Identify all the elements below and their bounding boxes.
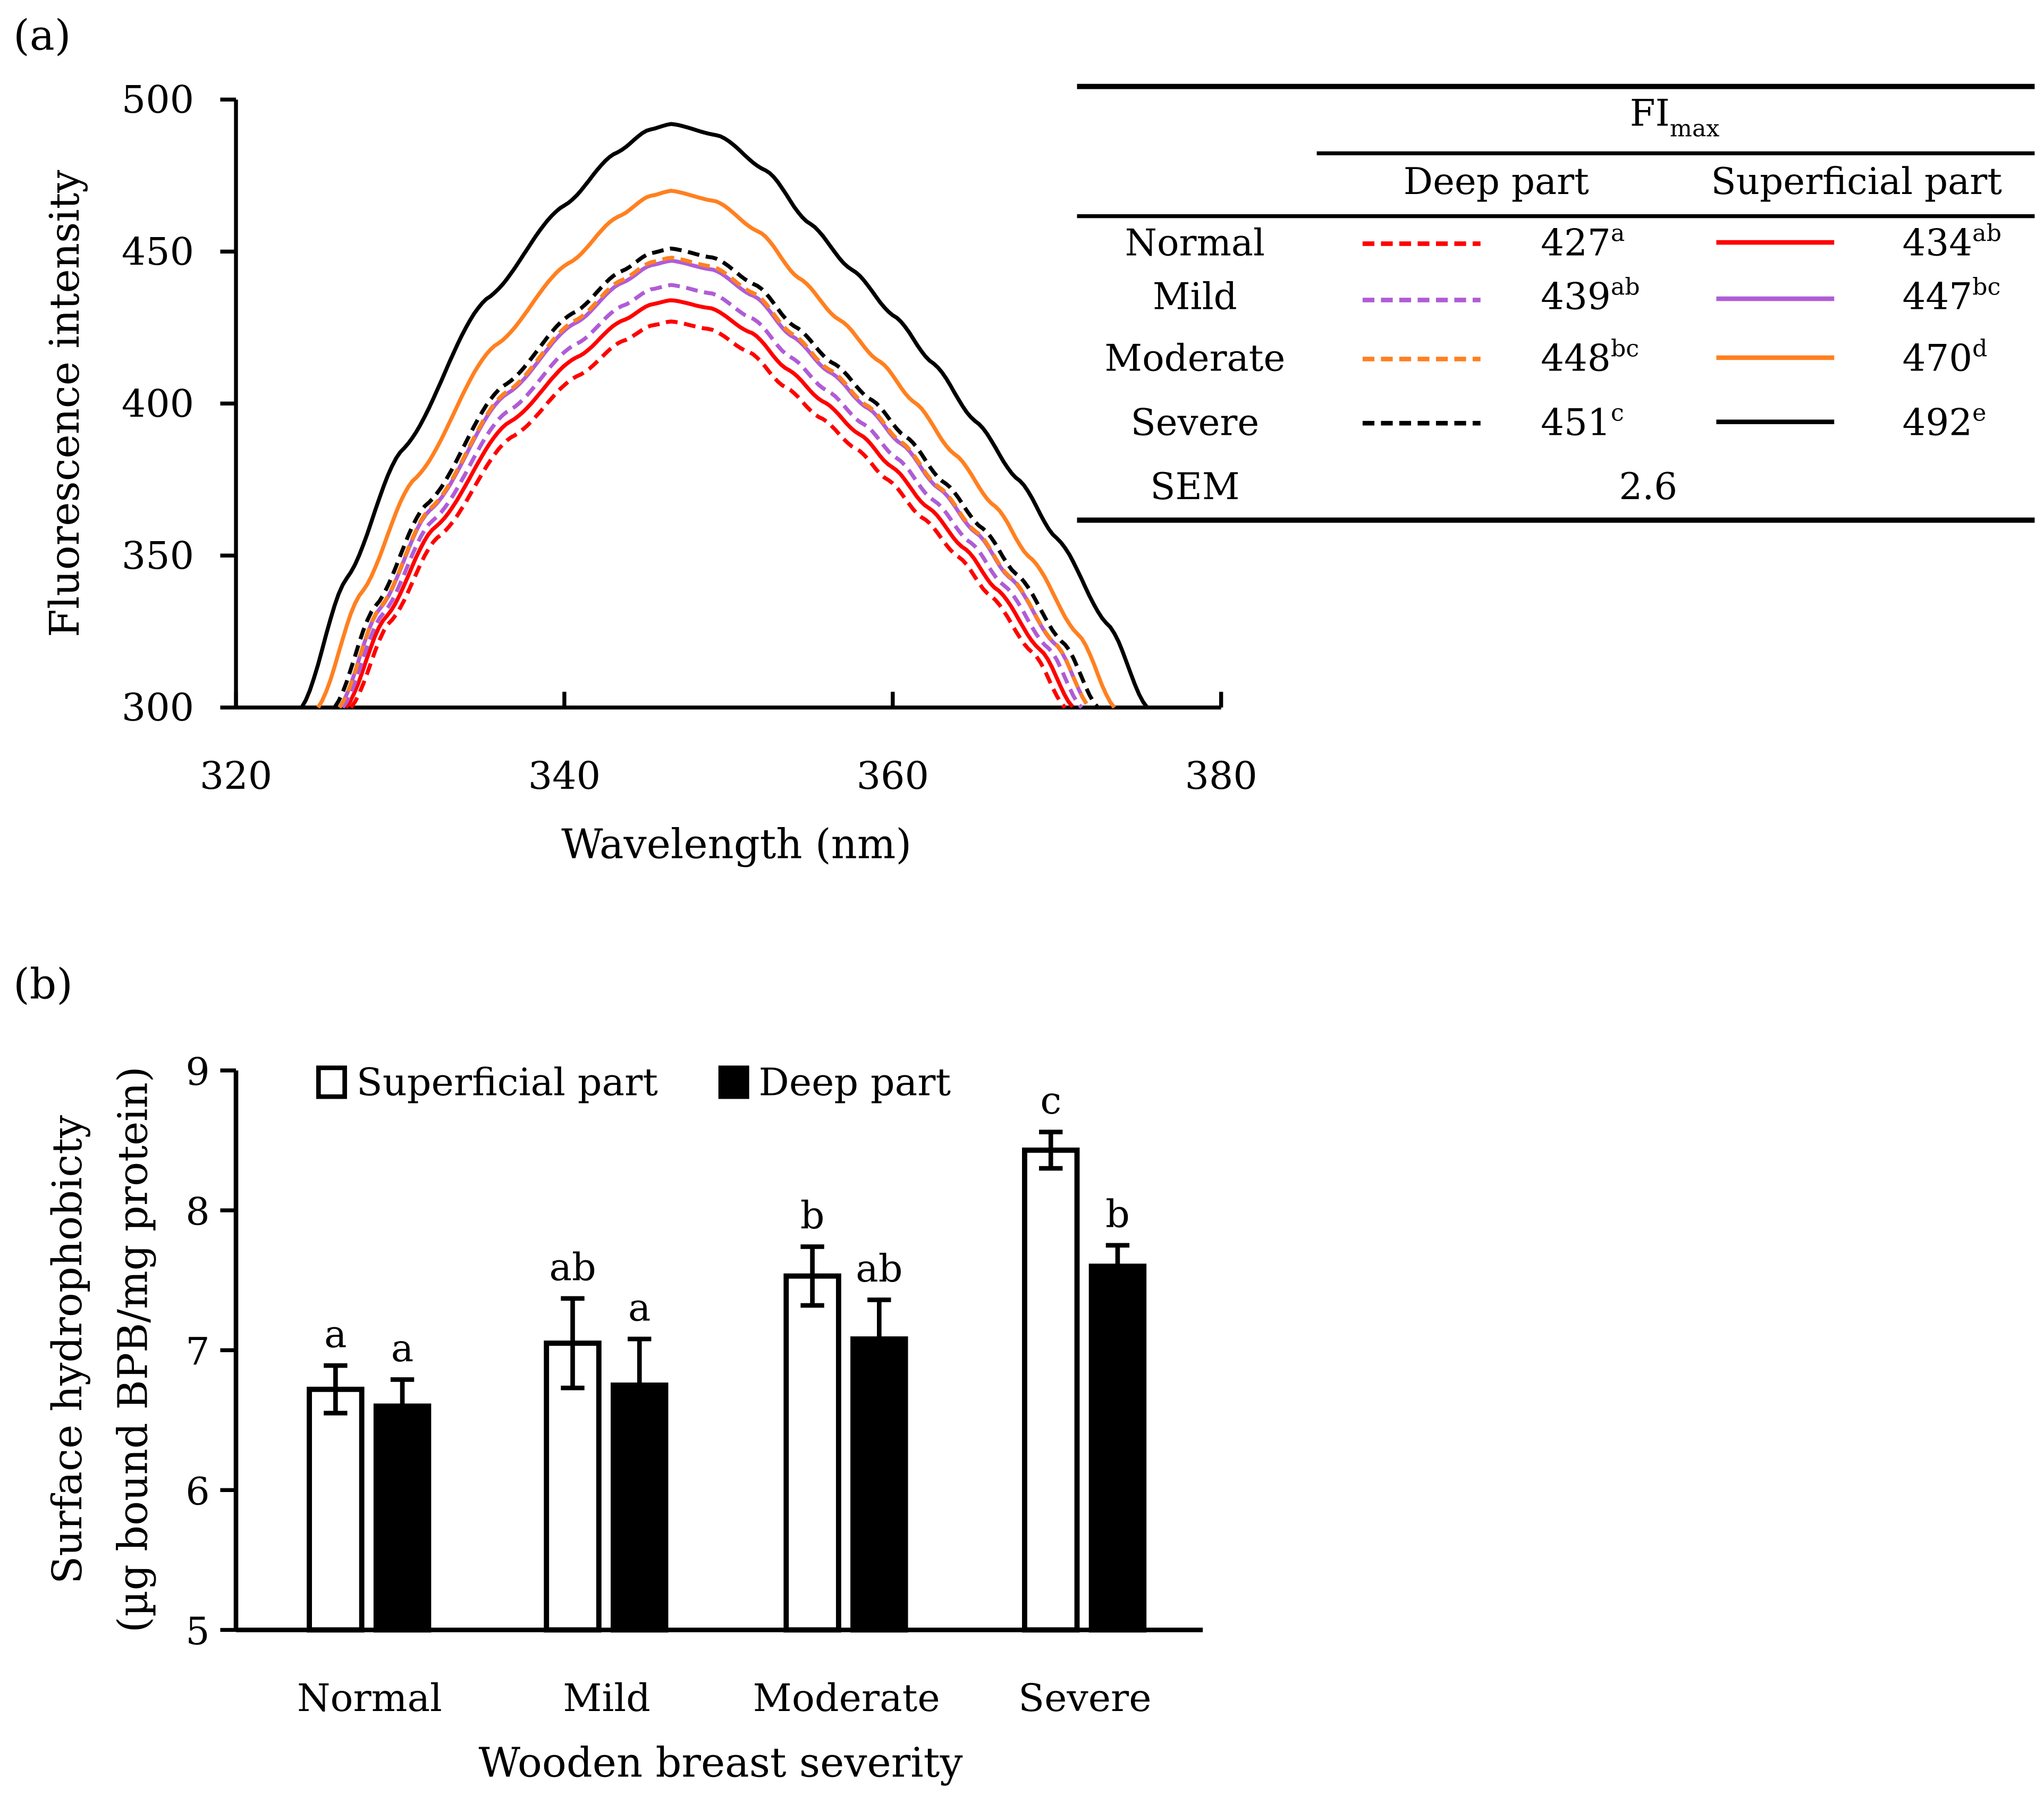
spectrum-line-moderate-superficial-part bbox=[316, 189, 1116, 709]
panel-b-xlabel: Wooden breast severity bbox=[479, 1739, 963, 1786]
x-tick-label: 320 bbox=[200, 754, 272, 798]
panel-b-label: (b) bbox=[13, 959, 73, 1008]
spectrum-line-normal-superficial-part bbox=[344, 298, 1075, 709]
x-tick-label: 340 bbox=[528, 754, 601, 798]
panel-a-xlabel: Wavelength (nm) bbox=[561, 821, 911, 869]
bar-superficial-part-moderate bbox=[783, 1273, 841, 1633]
bar-superficial-part-severe bbox=[1021, 1147, 1080, 1633]
significance-letter: ab bbox=[856, 1246, 902, 1291]
y-tick-label: 350 bbox=[122, 534, 194, 578]
spectrum-line-normal-deep-part bbox=[349, 319, 1067, 709]
legend-swatch-superficial bbox=[316, 1065, 347, 1099]
x-tick-label: 360 bbox=[857, 754, 929, 798]
y-tick-label: 6 bbox=[185, 1469, 209, 1513]
bar-deep-part-normal bbox=[373, 1403, 432, 1633]
superficial-value: 470d bbox=[1902, 335, 1987, 380]
superficial-value: 434ab bbox=[1902, 220, 2001, 265]
y-tick-label: 300 bbox=[122, 686, 194, 730]
deep-value: 427a bbox=[1541, 220, 1625, 265]
deep-letter: c bbox=[1611, 399, 1624, 426]
y-tick-label: 450 bbox=[122, 230, 194, 274]
legend-label-superficial: Superficial part bbox=[357, 1060, 658, 1105]
legend-label-deep: Deep part bbox=[759, 1060, 951, 1105]
y-tick-label: 5 bbox=[185, 1609, 209, 1654]
sem-value: 2.6 bbox=[1619, 466, 1677, 508]
deep-value: 439ab bbox=[1541, 274, 1640, 318]
y-tick-label: 7 bbox=[185, 1329, 209, 1373]
bar-deep-part-severe bbox=[1088, 1263, 1147, 1633]
spectrum-line-moderate-deep-part bbox=[337, 256, 1088, 709]
significance-letter: ab bbox=[549, 1245, 596, 1289]
row-label: Severe bbox=[1131, 401, 1260, 444]
table-title: FImax bbox=[1630, 92, 1720, 142]
deep-letter: a bbox=[1611, 220, 1625, 247]
bar-superficial-part-normal bbox=[307, 1386, 365, 1633]
panel-b-ylabel-line1: Surface hydrophobicty bbox=[44, 1115, 91, 1584]
bar-deep-part-mild bbox=[611, 1382, 669, 1633]
deep-letter: ab bbox=[1611, 274, 1640, 301]
deep-value: 451c bbox=[1541, 399, 1624, 444]
superficial-value: 492e bbox=[1902, 399, 1986, 444]
superficial-letter: d bbox=[1972, 335, 1987, 362]
panel-a-lines bbox=[300, 122, 1149, 709]
spectrum-line-severe-deep-part bbox=[333, 246, 1100, 709]
category-label: Moderate bbox=[753, 1676, 940, 1720]
spectrum-line-severe-superficial-part bbox=[300, 122, 1149, 709]
category-label: Severe bbox=[1018, 1676, 1151, 1720]
significance-letter: b bbox=[1105, 1192, 1130, 1236]
significance-letter: a bbox=[391, 1326, 414, 1370]
row-label: Mild bbox=[1153, 276, 1237, 318]
legend-swatch-deep bbox=[718, 1065, 749, 1099]
panel-b-ylabel-line2: (µg bound BPB/mg protein) bbox=[109, 1066, 157, 1632]
y-tick-label: 8 bbox=[185, 1190, 209, 1234]
y-tick-label: 9 bbox=[185, 1050, 209, 1094]
spectrum-line-mild-deep-part bbox=[341, 283, 1083, 709]
bar-deep-part-moderate bbox=[850, 1336, 908, 1633]
significance-letter: a bbox=[628, 1286, 651, 1330]
table-title-subscript: max bbox=[1670, 115, 1720, 142]
superficial-value: 447bc bbox=[1902, 274, 2000, 318]
superficial-letter: e bbox=[1972, 399, 1986, 426]
sem-label: SEM bbox=[1150, 466, 1239, 508]
spectrum-line-mild-superficial-part bbox=[337, 258, 1088, 709]
col-header-superficial: Superficial part bbox=[1711, 161, 2002, 203]
category-label: Normal bbox=[297, 1676, 442, 1720]
panel-a-ylabel: Fluorescence intensity bbox=[41, 170, 89, 637]
row-label: Normal bbox=[1125, 222, 1265, 265]
significance-letter: b bbox=[800, 1193, 825, 1237]
deep-letter: bc bbox=[1611, 335, 1639, 362]
deep-value: 448bc bbox=[1541, 335, 1639, 380]
significance-letter: c bbox=[1040, 1078, 1061, 1123]
category-label: Mild bbox=[563, 1676, 651, 1720]
x-tick-label: 380 bbox=[1185, 754, 1257, 798]
panel-b-legend: Superficial part Deep part bbox=[316, 1060, 951, 1105]
fimax-table: FImax Deep part Superficial part Normal 427a… bbox=[1077, 83, 2035, 523]
y-tick-label: 400 bbox=[122, 382, 194, 426]
panel-a-label: (a) bbox=[13, 11, 71, 60]
significance-letter: a bbox=[324, 1312, 347, 1356]
y-tick-label: 500 bbox=[122, 78, 194, 122]
row-label: Moderate bbox=[1104, 338, 1285, 380]
panel-a-axes: 320 340 360 380 300 350 400 450 500 bbox=[122, 78, 1257, 798]
col-header-deep: Deep part bbox=[1404, 161, 1589, 203]
superficial-letter: ab bbox=[1972, 220, 2001, 247]
superficial-letter: bc bbox=[1972, 274, 2000, 301]
